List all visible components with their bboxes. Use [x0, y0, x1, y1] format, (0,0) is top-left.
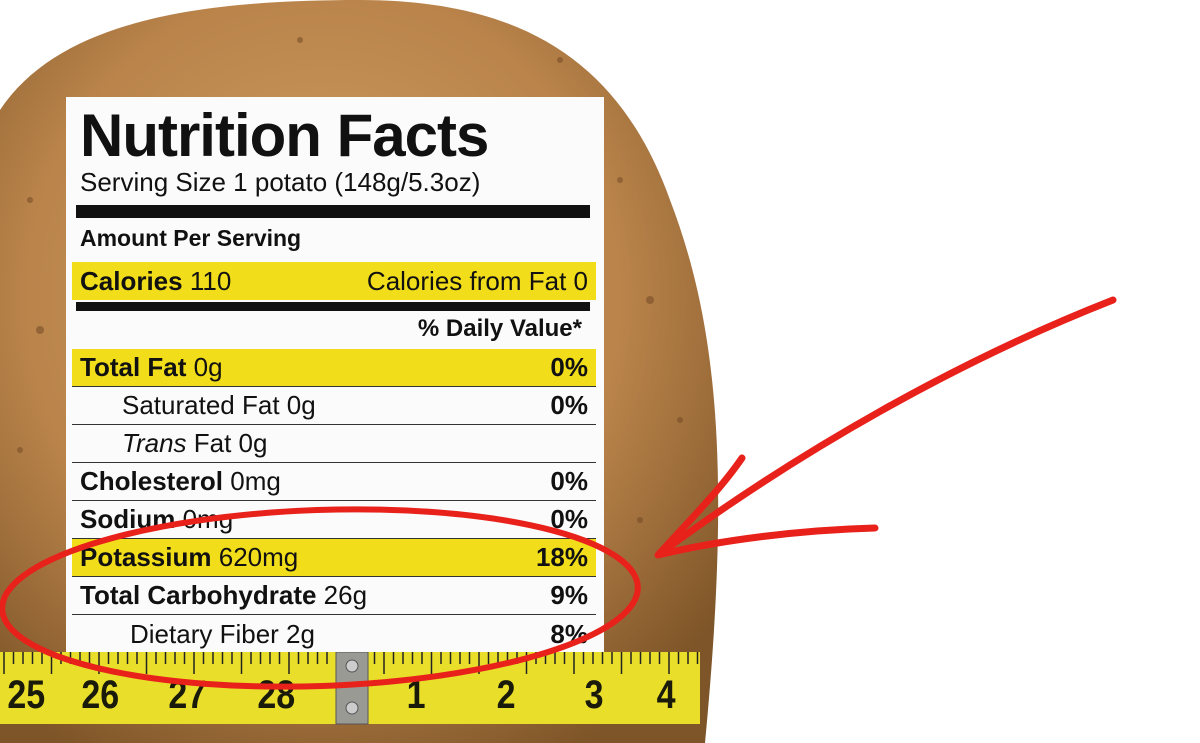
amount-per-serving: Amount Per Serving	[80, 225, 302, 251]
nutrient-row: Saturated Fat 0g 0%	[72, 387, 596, 425]
tape-number: 4	[656, 673, 676, 717]
nutrient-dv: 18%	[535, 542, 588, 572]
nutrient-dv: 9%	[550, 580, 588, 610]
nutrient-name: Cholesterol	[80, 466, 224, 496]
nutrient-amount: 0g	[193, 352, 223, 382]
serving-size: Serving Size 1 potato (148g/5.3oz)	[80, 167, 481, 197]
nutrient-row: Cholesterol 0mg 0%	[72, 463, 596, 501]
nutrition-facts-label: Nutrition Facts Serving Size 1 potato (1…	[66, 97, 604, 652]
tape-number: 28	[257, 673, 296, 717]
nutrient-row: Dietary Fiber 2g 8%	[72, 615, 596, 653]
calories-label: Calories	[80, 265, 183, 296]
calories-row: Calories 110 Calories from Fat 0	[72, 262, 596, 300]
nutrient-row: Potassium 620mg 18%	[72, 539, 596, 577]
tape-clip-rivet	[345, 701, 359, 715]
divider-thick	[76, 205, 590, 218]
nutrient-amount: 0mg	[182, 504, 234, 534]
nutrient-row: Sodium 0mg 0%	[72, 501, 596, 539]
nutrient-amount: 620mg	[218, 542, 299, 572]
nutrient-name: Trans	[122, 428, 187, 458]
tape-number: 27	[168, 673, 207, 717]
label-title: Nutrition Facts	[80, 102, 489, 169]
nutrient-row: Total Carbohydrate 26g 9%	[72, 577, 596, 615]
nutrient-name: Saturated Fat 0g	[122, 390, 316, 420]
calories-value: 110	[189, 265, 232, 296]
tape-number: 25	[7, 673, 46, 717]
nutrient-row: Total Fat 0g 0%	[72, 349, 596, 387]
nutrient-dv: 0%	[550, 466, 588, 496]
nutrient-name: Sodium	[80, 504, 176, 534]
nutrient-dv: 0%	[550, 352, 588, 382]
tape-number: 1	[406, 673, 426, 717]
nutrient-name: Dietary Fiber 2g	[130, 618, 315, 649]
nutrient-amount: Fat 0g	[193, 428, 268, 458]
nutrient-name: Total Fat	[80, 352, 187, 382]
nutrient-dv: 8%	[550, 618, 588, 649]
calories-from-fat: Calories from Fat 0	[366, 265, 588, 296]
daily-value-header: % Daily Value*	[417, 315, 582, 342]
divider-medium	[76, 302, 590, 311]
nutrient-dv: 0%	[550, 504, 588, 534]
nutrient-name: Potassium	[80, 542, 212, 572]
nutrient-name: Total Carbohydrate	[80, 580, 317, 610]
nutrient-amount: 0mg	[230, 466, 281, 496]
nutrient-dv: 0%	[550, 390, 588, 420]
nutrient-row: Trans Fat 0g	[72, 425, 596, 463]
nutrient-amount: 26g	[323, 580, 368, 610]
tape-number: 2	[496, 673, 516, 717]
tape-number: 3	[584, 673, 604, 717]
tape-number: 26	[81, 673, 120, 717]
tape-clip-rivet	[345, 659, 359, 673]
